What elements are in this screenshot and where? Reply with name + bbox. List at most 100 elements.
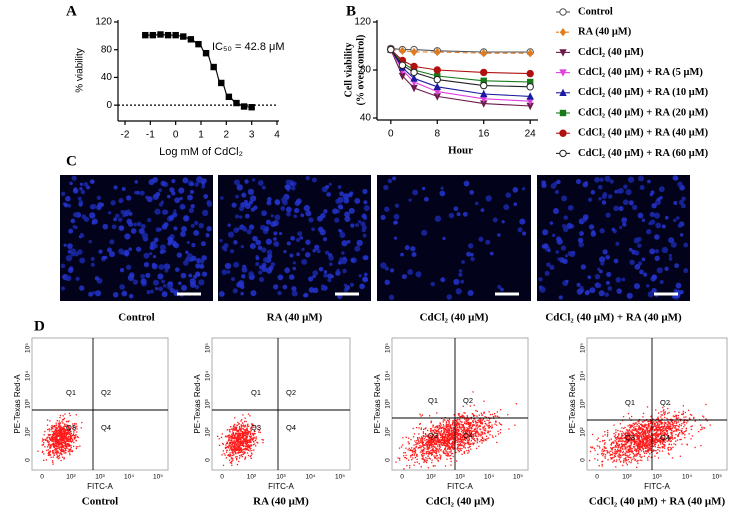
event: [498, 416, 500, 418]
event: [241, 451, 244, 453]
event: [450, 455, 452, 457]
event: [244, 432, 246, 434]
event: [630, 439, 632, 442]
nucleus: [182, 260, 189, 266]
nucleus: [260, 224, 266, 231]
event: [240, 447, 242, 449]
event: [417, 437, 419, 439]
event: [637, 450, 640, 452]
marker: [410, 62, 418, 71]
event: [456, 448, 458, 450]
event: [223, 452, 225, 455]
nucleus: [355, 223, 359, 228]
event: [650, 443, 652, 445]
event: [680, 424, 682, 427]
event: [492, 436, 494, 439]
nucleus: [544, 270, 550, 276]
nucleus: [328, 262, 333, 267]
event: [51, 443, 54, 446]
event: [254, 433, 256, 435]
event: [658, 440, 660, 443]
event: [624, 454, 627, 456]
event: [224, 436, 227, 438]
event: [486, 424, 488, 426]
event: [453, 423, 455, 425]
event: [476, 429, 478, 432]
event: [428, 445, 430, 447]
event: [636, 460, 638, 462]
event: [240, 429, 242, 431]
nucleus: [104, 255, 108, 260]
event: [420, 466, 422, 468]
nucleus: [598, 269, 603, 274]
event: [460, 440, 462, 442]
event: [448, 428, 451, 430]
nucleus: [594, 177, 600, 183]
event: [237, 443, 239, 445]
event: [426, 443, 429, 446]
event: [423, 458, 425, 460]
event: [238, 457, 241, 459]
event: [634, 448, 636, 450]
event: [427, 436, 429, 438]
event: [438, 425, 440, 427]
event: [452, 420, 454, 422]
nucleus: [227, 223, 231, 227]
event: [447, 446, 449, 449]
event: [630, 448, 632, 450]
event: [664, 434, 666, 437]
nucleus: [556, 238, 563, 245]
event: [53, 430, 55, 433]
event: [469, 432, 471, 435]
event: [625, 439, 627, 441]
nucleus: [579, 286, 584, 291]
event: [52, 443, 54, 445]
event: [447, 452, 449, 455]
event: [441, 436, 443, 438]
event: [439, 438, 441, 441]
event: [684, 434, 686, 436]
event: [68, 438, 71, 440]
event: [236, 456, 238, 458]
event: [47, 436, 49, 438]
event: [440, 436, 442, 439]
event: [239, 449, 242, 451]
nucleus: [261, 247, 267, 253]
event: [625, 431, 627, 433]
event: [68, 429, 70, 431]
event: [231, 458, 233, 460]
nucleus: [339, 232, 346, 238]
nucleus: [542, 229, 549, 236]
event: [637, 434, 639, 437]
event: [60, 430, 62, 433]
event: [456, 419, 458, 421]
event: [657, 444, 660, 446]
nucleus: [404, 245, 410, 251]
event: [470, 430, 473, 432]
event: [60, 442, 62, 444]
event: [622, 440, 624, 443]
event: [444, 448, 446, 450]
nucleus: [582, 214, 589, 221]
event: [49, 438, 52, 440]
event: [515, 403, 518, 405]
event: [665, 426, 667, 429]
event: [61, 427, 63, 430]
nucleus: [618, 206, 624, 212]
event: [474, 434, 477, 436]
event: [244, 447, 246, 450]
event: [238, 451, 240, 454]
nucleus: [226, 270, 231, 274]
event: [404, 456, 406, 459]
event: [647, 440, 649, 442]
event: [629, 438, 631, 440]
nucleus: [174, 267, 180, 272]
event: [57, 441, 59, 443]
event: [455, 432, 457, 434]
event: [237, 440, 240, 442]
event: [657, 422, 659, 424]
event: [229, 441, 232, 443]
event: [249, 433, 252, 436]
event: [52, 428, 54, 430]
event: [644, 443, 647, 445]
